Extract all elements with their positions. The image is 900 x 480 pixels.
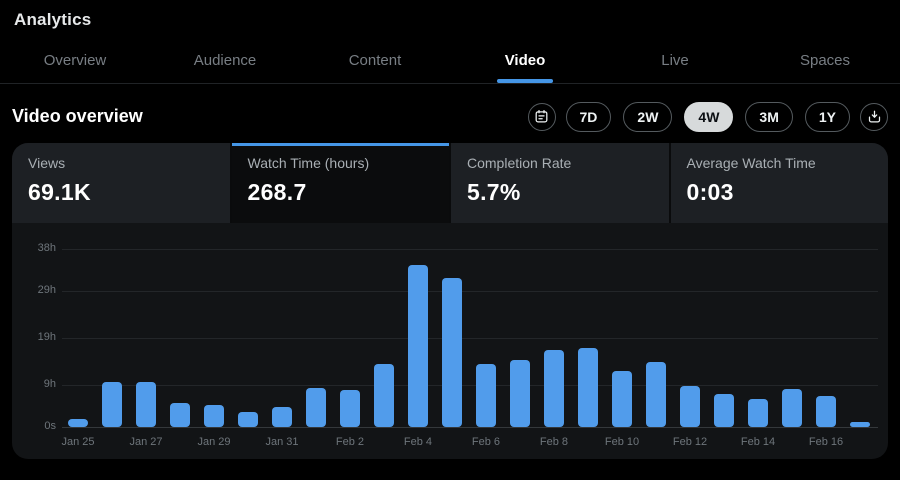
- tab-audience[interactable]: Audience: [150, 38, 300, 83]
- tab-overview[interactable]: Overview: [0, 38, 150, 83]
- bar-feb-11[interactable]: [646, 362, 666, 427]
- tab-label-spaces: Spaces: [799, 52, 851, 69]
- date-range-pills: 7D 2W 4W 3M 1Y: [565, 101, 850, 132]
- tab-label-live: Live: [661, 52, 689, 69]
- bar-feb-1[interactable]: [306, 387, 326, 427]
- tab-label-audience: Audience: [193, 52, 257, 69]
- y-axis-label-19h: 19h: [37, 331, 56, 343]
- page-header: Analytics: [0, 0, 900, 30]
- x-axis-label-feb-6: Feb 6: [471, 436, 501, 448]
- stat-label-completion-rate: Completion Rate: [467, 155, 572, 171]
- x-axis-label-jan-27: Jan 27: [129, 436, 163, 448]
- bar-jan-31[interactable]: [272, 407, 292, 427]
- bar-feb-8[interactable]: [544, 350, 564, 427]
- bar-feb-15[interactable]: [782, 389, 802, 427]
- bar-feb-12[interactable]: [680, 386, 700, 427]
- tab-label-video: Video: [504, 52, 546, 69]
- tab-spaces[interactable]: Spaces: [750, 38, 900, 83]
- gridline-38h: [62, 249, 878, 250]
- x-axis-label-feb-4: Feb 4: [403, 436, 433, 448]
- tab-content[interactable]: Content: [300, 38, 450, 83]
- bar-feb-5[interactable]: [442, 278, 462, 427]
- gridline-19h: [62, 338, 878, 339]
- stat-card-completion-rate[interactable]: Completion Rate 5.7%: [451, 143, 669, 223]
- bar-feb-7[interactable]: [510, 360, 530, 427]
- x-axis-label-feb-14: Feb 14: [740, 436, 776, 448]
- section-header: Video overview 7D 2W 4W 3M 1Y: [0, 84, 900, 136]
- stat-card-views[interactable]: Views 69.1K: [12, 143, 230, 223]
- stat-value-completion-rate: 5.7%: [467, 179, 521, 205]
- stat-value-average-watch-time: 0:03: [686, 179, 734, 205]
- range-button-4w[interactable]: 4W: [684, 101, 734, 132]
- bar-feb-3[interactable]: [374, 363, 394, 427]
- bar-feb-16[interactable]: [816, 396, 836, 427]
- x-axis-label-feb-10: Feb 10: [604, 436, 640, 448]
- range-button-3m[interactable]: 3M: [745, 101, 793, 132]
- bar-feb-13[interactable]: [714, 393, 734, 427]
- bar-feb-9[interactable]: [578, 348, 598, 427]
- analytics-page: Analytics Overview Audience Content Video Li…: [0, 0, 900, 459]
- calendar-icon: [534, 109, 549, 124]
- active-tab-underline: [497, 79, 553, 83]
- download-button[interactable]: [860, 102, 888, 131]
- y-axis-label-29h: 29h: [37, 284, 56, 297]
- stat-label-watch-time-hours: Watch Time (hours): [247, 155, 370, 171]
- bar-jan-30[interactable]: [238, 412, 258, 427]
- x-axis-label-jan-25: Jan 25: [61, 436, 95, 448]
- stat-card-watch-time-hours[interactable]: Watch Time (hours) 268.7: [231, 143, 449, 223]
- tab-live[interactable]: Live: [600, 38, 750, 83]
- stat-value-watch-time-hours: 268.7: [247, 179, 307, 205]
- bar-jan-27[interactable]: [136, 381, 156, 427]
- bar-feb-17[interactable]: [850, 422, 870, 427]
- section-title: Video overview: [12, 106, 143, 126]
- tab-bar: Overview Audience Content Video Live Spaces: [0, 38, 900, 84]
- gridline-9h: [62, 384, 878, 386]
- gridline-0s: [62, 427, 878, 428]
- bar-feb-6[interactable]: [476, 363, 496, 427]
- bar-jan-28[interactable]: [170, 402, 190, 427]
- y-axis-label-0s: 0s: [44, 420, 56, 432]
- bar-feb-2[interactable]: [340, 390, 360, 427]
- gridline-29h: [62, 291, 878, 293]
- download-icon: [867, 109, 882, 124]
- tab-label-content: Content: [348, 52, 402, 69]
- y-axis-label-38h: 38h: [37, 242, 56, 254]
- bar-jan-26[interactable]: [102, 381, 122, 427]
- y-axis-label-9h: 9h: [43, 377, 56, 390]
- stat-cards-row: Views 69.1K Watch Time (hours) 268.7 Complet…: [12, 143, 888, 223]
- stat-card-average-watch-time[interactable]: Average Watch Time 0:03: [670, 143, 888, 223]
- stat-label-views: Views: [28, 155, 66, 171]
- x-axis-label-feb-16: Feb 16: [808, 436, 844, 448]
- stat-label-average-watch-time: Average Watch Time: [686, 155, 816, 171]
- tab-label-overview: Overview: [43, 52, 107, 69]
- watch-time-chart: 0s 9h 19h 29h 38h Jan 25 Jan 27 Jan 29 Jan 31 Feb…: [12, 223, 888, 459]
- range-controls: 7D 2W 4W 3M 1Y: [527, 101, 888, 132]
- x-axis-label-feb-2: Feb 2: [335, 436, 365, 448]
- tab-video[interactable]: Video: [450, 38, 600, 83]
- bar-feb-10[interactable]: [612, 371, 632, 427]
- x-axis-label-feb-12: Feb 12: [672, 436, 708, 448]
- bar-feb-14[interactable]: [748, 399, 768, 427]
- bar-feb-4[interactable]: [408, 264, 428, 427]
- bar-jan-25[interactable]: [68, 419, 88, 427]
- video-overview-panel: Views 69.1K Watch Time (hours) 268.7 Complet…: [12, 143, 888, 459]
- calendar-button[interactable]: [527, 102, 556, 131]
- x-axis-label-feb-8: Feb 8: [539, 436, 569, 448]
- x-axis-label-jan-31: Jan 31: [265, 436, 299, 448]
- range-button-1y[interactable]: 1Y: [804, 101, 850, 132]
- bar-jan-29[interactable]: [204, 404, 224, 427]
- stat-value-views: 69.1K: [28, 179, 91, 205]
- page-title: Analytics: [14, 10, 92, 29]
- x-axis-label-jan-29: Jan 29: [197, 436, 231, 448]
- range-button-7d[interactable]: 7D: [565, 101, 612, 132]
- range-button-2w[interactable]: 2W: [623, 101, 673, 132]
